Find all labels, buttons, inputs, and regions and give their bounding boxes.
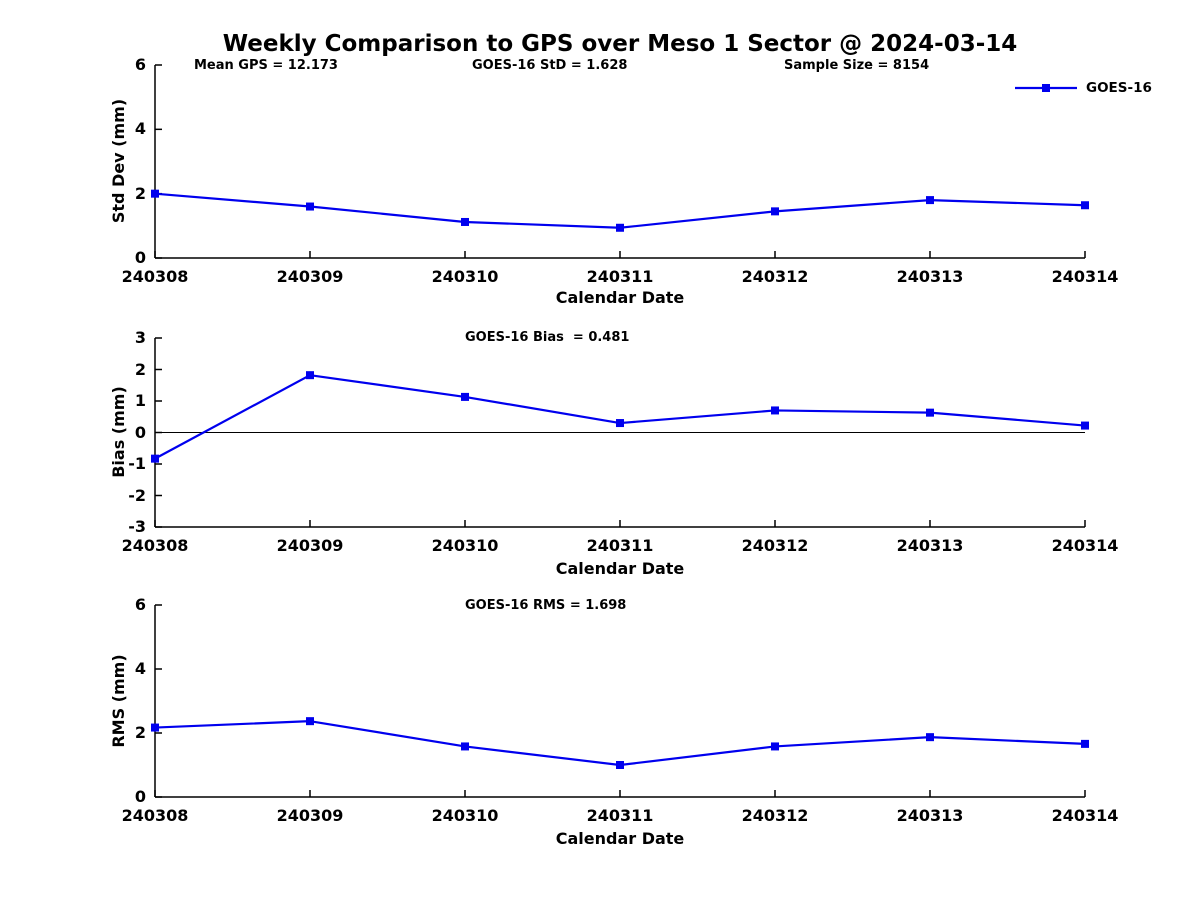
y-tick-label: 6 bbox=[134, 595, 146, 614]
data-point-marker bbox=[771, 207, 779, 216]
x-tick-label: 240310 bbox=[431, 267, 499, 286]
x-axis-label-3: Calendar Date bbox=[555, 829, 685, 848]
y-tick-label: 6 bbox=[134, 55, 146, 74]
x-axis-label-2: Calendar Date bbox=[555, 559, 685, 578]
data-point-marker bbox=[306, 202, 314, 211]
legend-line-sample bbox=[1015, 84, 1077, 92]
y-axis-label-rms: RMS (mm) bbox=[109, 654, 128, 748]
data-point-marker bbox=[1081, 739, 1089, 748]
x-axis-label-1: Calendar Date bbox=[555, 288, 685, 307]
data-point-marker bbox=[306, 371, 314, 380]
y-tick-label: 3 bbox=[134, 328, 146, 347]
series-line bbox=[153, 374, 1087, 460]
legend-marker-icon bbox=[1042, 84, 1050, 92]
data-point-marker bbox=[1081, 421, 1089, 430]
legend-label: GOES-16 bbox=[1086, 80, 1152, 96]
y-tick-label: 4 bbox=[134, 119, 146, 139]
x-tick-label: 240310 bbox=[431, 806, 499, 825]
y-tick-label: 0 bbox=[134, 248, 146, 267]
data-point-marker bbox=[461, 392, 469, 401]
y-tick-label: 0 bbox=[134, 787, 146, 806]
y-tick-label: -3 bbox=[128, 517, 146, 536]
stat-mean-gps: Mean GPS = 12.173 bbox=[194, 58, 338, 73]
data-point-marker bbox=[461, 217, 469, 226]
rms-panel-title: GOES-16 RMS = 1.698 bbox=[465, 598, 627, 613]
x-tick-label: 240312 bbox=[741, 267, 809, 286]
data-point-marker bbox=[151, 454, 159, 463]
data-point-marker bbox=[1081, 201, 1089, 210]
x-tick-label: 240311 bbox=[586, 806, 654, 825]
data-point-marker bbox=[616, 761, 624, 769]
series-line bbox=[153, 720, 1087, 767]
data-point-marker bbox=[926, 733, 934, 742]
data-point-marker bbox=[616, 419, 624, 428]
data-point-marker bbox=[151, 189, 159, 198]
data-point-marker bbox=[461, 742, 469, 751]
y-tick-label: 2 bbox=[134, 723, 146, 742]
x-tick-label: 240308 bbox=[121, 806, 189, 825]
data-point-marker bbox=[926, 196, 934, 205]
data-point-marker bbox=[306, 717, 314, 726]
data-point-marker bbox=[151, 723, 159, 732]
x-tick-label: 240311 bbox=[586, 536, 654, 555]
data-point-marker bbox=[926, 408, 934, 417]
y-tick-label: 2 bbox=[134, 359, 146, 379]
y-tick-label: 2 bbox=[134, 183, 146, 203]
y-tick-label: 0 bbox=[134, 422, 146, 442]
x-tick-label: 240314 bbox=[1051, 536, 1119, 555]
x-tick-label: 240311 bbox=[586, 267, 654, 286]
bias-panel-title: GOES-16 Bias = 0.481 bbox=[465, 330, 630, 345]
data-point-marker bbox=[771, 742, 779, 751]
x-tick-label: 240308 bbox=[121, 267, 189, 286]
x-tick-label: 240310 bbox=[431, 536, 499, 555]
chart-title: Weekly Comparison to GPS over Meso 1 Sec… bbox=[222, 31, 1018, 57]
x-tick-label: 240313 bbox=[896, 267, 964, 286]
stat-goes16-std: GOES-16 StD = 1.628 bbox=[472, 58, 628, 73]
x-tick-label: 240309 bbox=[276, 806, 344, 825]
y-tick-label: -1 bbox=[128, 454, 146, 473]
series-line bbox=[153, 192, 1087, 229]
x-tick-label: 240312 bbox=[741, 806, 809, 825]
stat-sample-size: Sample Size = 8154 bbox=[784, 58, 930, 73]
x-tick-label: 240308 bbox=[121, 536, 189, 555]
data-point-marker bbox=[616, 223, 624, 232]
y-tick-label: 1 bbox=[134, 391, 146, 410]
y-tick-label: 4 bbox=[134, 659, 146, 678]
x-tick-label: 240314 bbox=[1051, 267, 1119, 286]
x-tick-label: 240309 bbox=[276, 536, 344, 555]
x-tick-label: 240313 bbox=[896, 806, 964, 825]
data-point-marker bbox=[771, 406, 779, 415]
x-tick-label: 240313 bbox=[896, 536, 964, 555]
x-tick-label: 240314 bbox=[1051, 806, 1119, 825]
x-tick-label: 240309 bbox=[276, 267, 344, 286]
y-axis-label-std-dev: Std Dev (mm) bbox=[109, 98, 128, 224]
y-tick-label: -2 bbox=[128, 485, 146, 505]
legend: GOES-16 bbox=[1014, 79, 1152, 97]
x-tick-label: 240312 bbox=[741, 536, 809, 555]
